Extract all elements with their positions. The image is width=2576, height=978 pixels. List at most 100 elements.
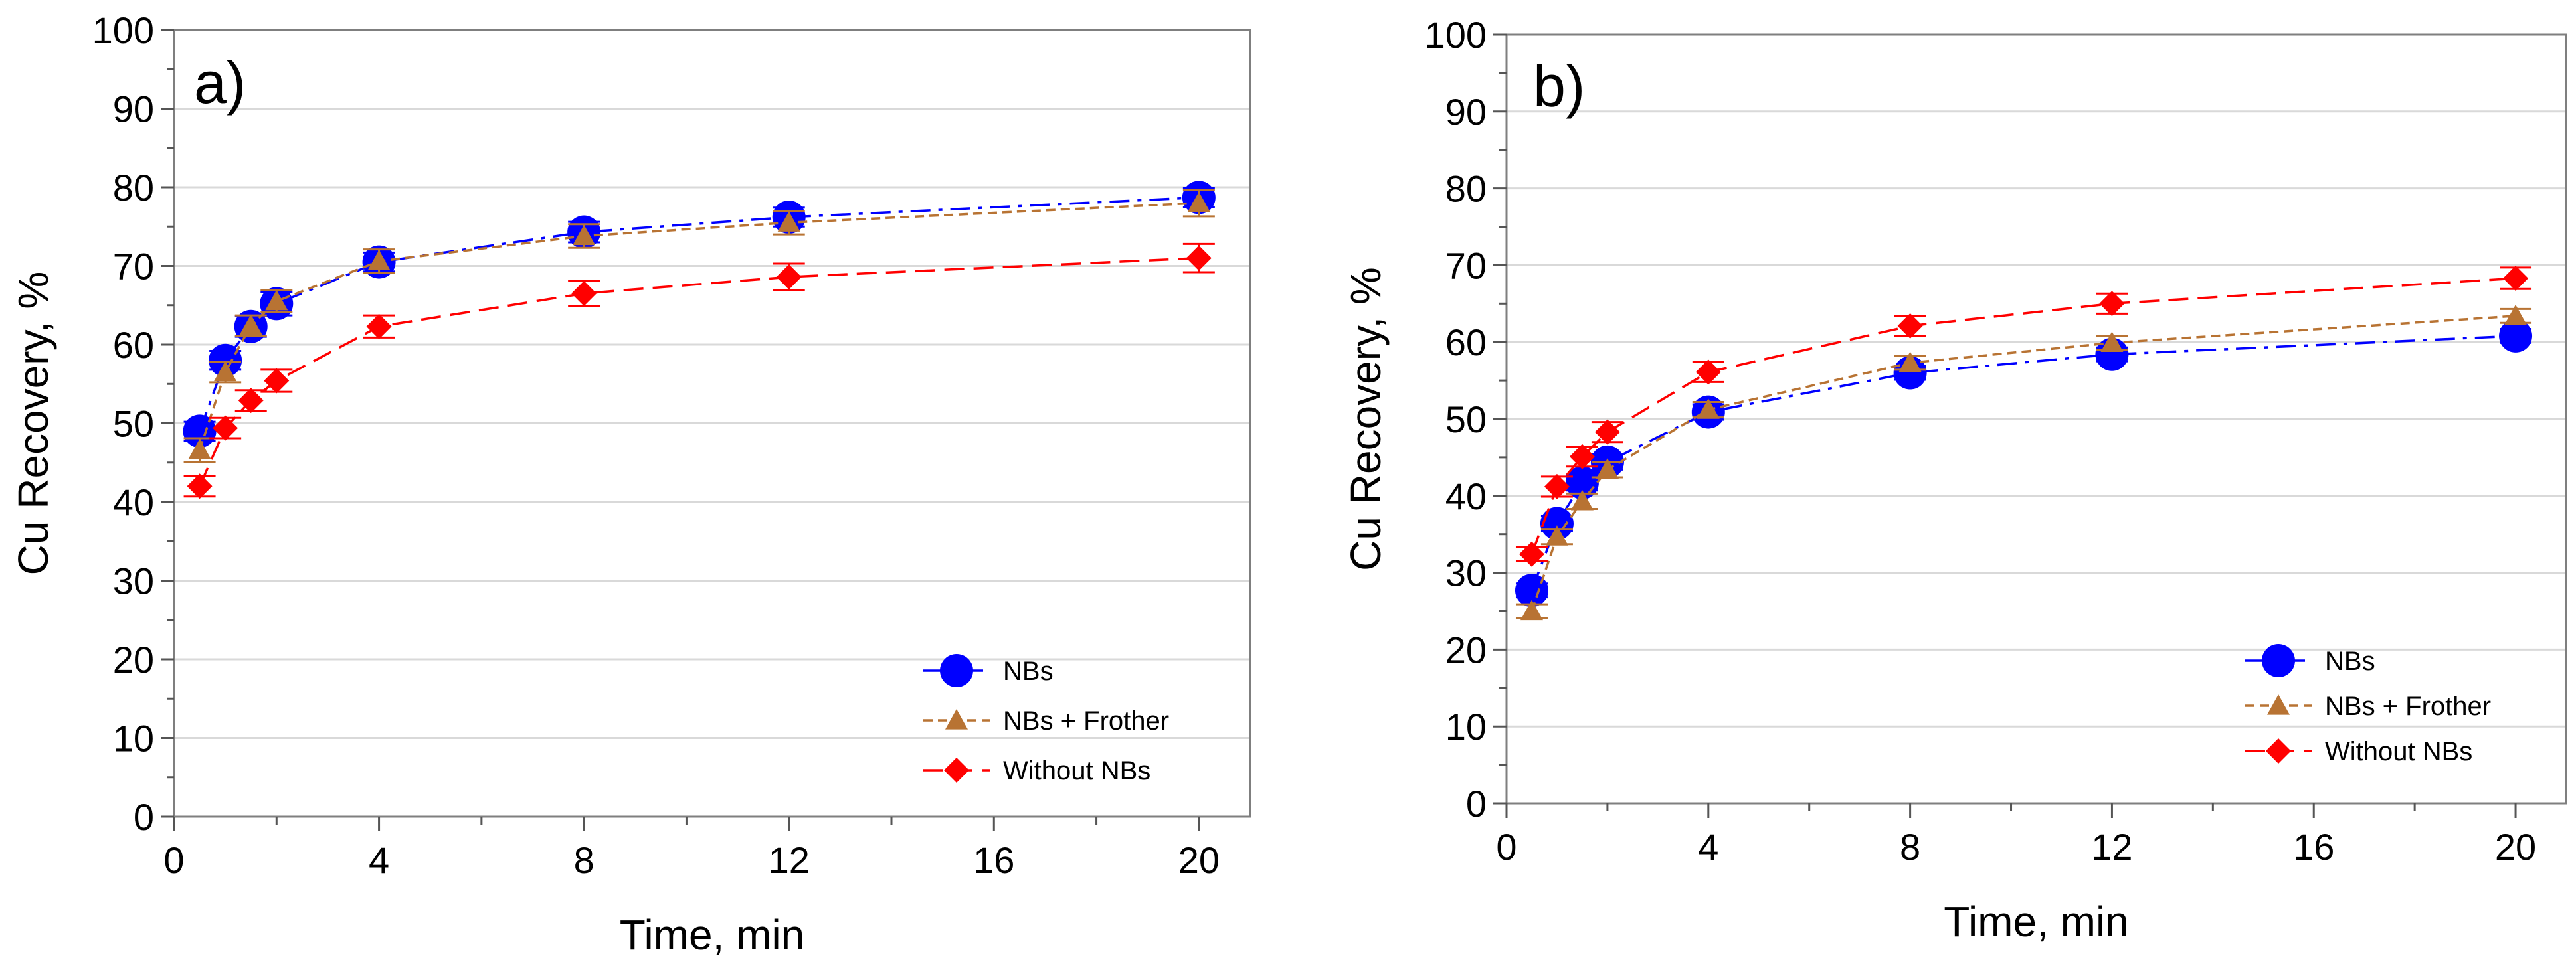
data-point — [1893, 356, 1927, 390]
data-point — [1594, 419, 1620, 445]
y-tick-label-50: 50 — [1445, 398, 1487, 440]
y-tick-label-60: 60 — [1445, 321, 1487, 363]
gridlines — [1507, 33, 2566, 728]
series-line — [1530, 277, 2516, 555]
data-point — [2499, 319, 2533, 353]
data-point — [1545, 525, 1568, 546]
series-line — [1530, 315, 2516, 612]
y-tick-label-30: 30 — [1445, 552, 1487, 594]
data-point — [238, 388, 264, 414]
data-point — [2099, 291, 2125, 317]
x-tick-label-12: 12 — [2091, 826, 2132, 868]
data-point — [1897, 313, 1923, 339]
data-point — [1186, 245, 1212, 271]
series-nbs-frother — [1515, 304, 2532, 621]
legend-marker — [2267, 694, 2290, 715]
y-tick-label-90: 90 — [113, 88, 154, 130]
legend: NBs NBs + Frother Without NBs — [923, 654, 1169, 785]
legend: NBs NBs + Frother Without NBs — [2245, 644, 2491, 766]
series-nbs — [183, 181, 1216, 448]
data-point — [2504, 304, 2528, 325]
x-tick-label-8: 8 — [1900, 826, 1920, 868]
data-point — [1540, 507, 1574, 540]
data-point — [367, 250, 391, 270]
legend-label: NBs + Frother — [2325, 692, 2491, 721]
data-point — [776, 264, 802, 290]
legend-marker — [944, 758, 969, 783]
x-tick-label-4: 4 — [369, 839, 389, 881]
x-tick-label-16: 16 — [2293, 826, 2334, 868]
x-tick-label-12: 12 — [769, 839, 810, 881]
y-tick-label-20: 20 — [1445, 629, 1487, 671]
data-point — [1187, 191, 1210, 212]
series-without-nbs — [183, 242, 1215, 499]
legend-marker — [2266, 738, 2291, 764]
y-tick-label-0: 0 — [134, 796, 154, 838]
x-tick-label-8: 8 — [574, 839, 595, 881]
y-tick-label-40: 40 — [1445, 475, 1487, 517]
data-point — [1515, 574, 1548, 608]
data-point — [571, 280, 597, 306]
panel-label: a) — [194, 50, 246, 116]
data-point — [1520, 600, 1543, 621]
y-tick-label-90: 90 — [1445, 91, 1487, 133]
y-tick-label-70: 70 — [113, 246, 154, 287]
y-tick-label-80: 80 — [113, 167, 154, 208]
y-tick-label-80: 80 — [1445, 168, 1487, 210]
chart-panel-a: 0 4 8 12 16 20 Time, min 0 10 20 30 40 50 60 70 80 90 100… — [9, 9, 1251, 959]
series-line — [1530, 335, 2516, 591]
x-tick-label-20: 20 — [1178, 839, 1220, 881]
data-point — [2503, 266, 2529, 291]
data-point — [1596, 458, 1619, 479]
x-axis-title: Time, min — [620, 911, 805, 959]
y-tick-label-40: 40 — [113, 481, 154, 523]
legend-marker — [940, 654, 973, 687]
y-axis-title: Cu Recovery, % — [9, 272, 57, 576]
y-tick-label-20: 20 — [113, 639, 154, 681]
x-axis: 0 4 8 12 16 20 Time, min — [163, 817, 1220, 959]
data-point — [1570, 489, 1594, 511]
data-point — [188, 438, 211, 459]
data-point — [1569, 444, 1595, 469]
data-point — [213, 415, 238, 441]
legend-label: NBs — [2325, 647, 2375, 676]
x-tick-label-0: 0 — [163, 839, 184, 881]
legend-label: NBs — [1003, 657, 1054, 686]
x-tick-label-4: 4 — [1698, 826, 1718, 868]
y-tick-label-10: 10 — [113, 718, 154, 760]
panel-label: b) — [1533, 53, 1585, 119]
data-point — [239, 314, 262, 335]
x-tick-label-16: 16 — [973, 839, 1014, 881]
y-tick-label-70: 70 — [1445, 244, 1487, 286]
data-point — [264, 368, 290, 394]
data-point — [366, 313, 392, 339]
data-point — [1518, 541, 1544, 567]
legend-label: Without NBs — [2325, 737, 2472, 766]
y-tick-label-30: 30 — [113, 560, 154, 602]
data-point — [183, 414, 217, 448]
y-tick-label-50: 50 — [113, 403, 154, 445]
data-point — [214, 361, 237, 382]
data-point — [265, 289, 288, 311]
series-line — [198, 256, 1199, 487]
data-point — [573, 224, 596, 246]
data-point — [777, 211, 800, 232]
legend-label: Without NBs — [1003, 756, 1150, 785]
x-axis-title: Time, min — [1944, 898, 2129, 945]
y-tick-label-60: 60 — [113, 324, 154, 366]
chart-panel-b: 0 4 8 12 16 20 Time, min 0 10 20 30 40 50 60 70 80 90 100… — [1342, 14, 2567, 945]
series-line — [198, 196, 1199, 432]
data-point — [187, 473, 213, 499]
y-tick-label-100: 100 — [1425, 14, 1487, 56]
x-axis: 0 4 8 12 16 20 Time, min — [1496, 803, 2536, 945]
data-point — [1898, 351, 1922, 372]
gridlines — [174, 29, 1250, 739]
data-point — [1697, 398, 1720, 419]
x-tick-label-20: 20 — [2495, 826, 2536, 868]
y-axis: 0 10 20 30 40 50 60 70 80 90 100 Cu Recovery, % — [9, 9, 174, 838]
data-point — [1695, 359, 1721, 385]
legend-label: NBs + Frother — [1003, 706, 1169, 736]
y-tick-label-0: 0 — [1466, 783, 1487, 825]
data-point — [209, 343, 242, 377]
